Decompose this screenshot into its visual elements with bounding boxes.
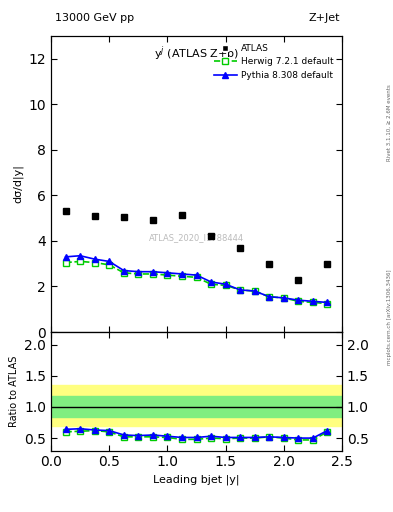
Text: mcplots.cern.ch [arXiv:1306.3436]: mcplots.cern.ch [arXiv:1306.3436] (387, 270, 391, 365)
Y-axis label: dσ/d|y|: dσ/d|y| (13, 164, 23, 203)
X-axis label: Leading bjet |y|: Leading bjet |y| (153, 475, 240, 485)
Text: y$^{j}$ (ATLAS Z+b): y$^{j}$ (ATLAS Z+b) (154, 45, 239, 63)
Text: 13000 GeV pp: 13000 GeV pp (55, 13, 134, 23)
Text: Rivet 3.1.10, ≥ 2.6M events: Rivet 3.1.10, ≥ 2.6M events (387, 84, 391, 161)
Text: ATLAS_2020_I1788444: ATLAS_2020_I1788444 (149, 233, 244, 242)
Legend: ATLAS, Herwig 7.2.1 default, Pythia 8.308 default: ATLAS, Herwig 7.2.1 default, Pythia 8.30… (211, 40, 338, 83)
Y-axis label: Ratio to ATLAS: Ratio to ATLAS (9, 356, 19, 427)
Bar (51, 396, 342, 417)
Text: Z+Jet: Z+Jet (309, 13, 340, 23)
Bar (51, 385, 342, 425)
